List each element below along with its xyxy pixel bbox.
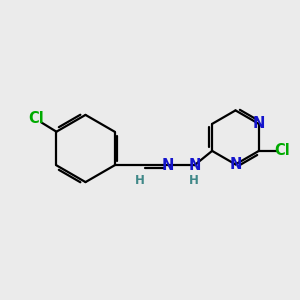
- Text: H: H: [135, 174, 144, 188]
- Text: N: N: [188, 158, 201, 173]
- Text: N: N: [162, 158, 174, 173]
- Text: N: N: [229, 157, 242, 172]
- Text: Cl: Cl: [274, 143, 290, 158]
- Text: H: H: [189, 174, 199, 188]
- Text: Cl: Cl: [28, 111, 44, 126]
- Text: N: N: [253, 116, 265, 131]
